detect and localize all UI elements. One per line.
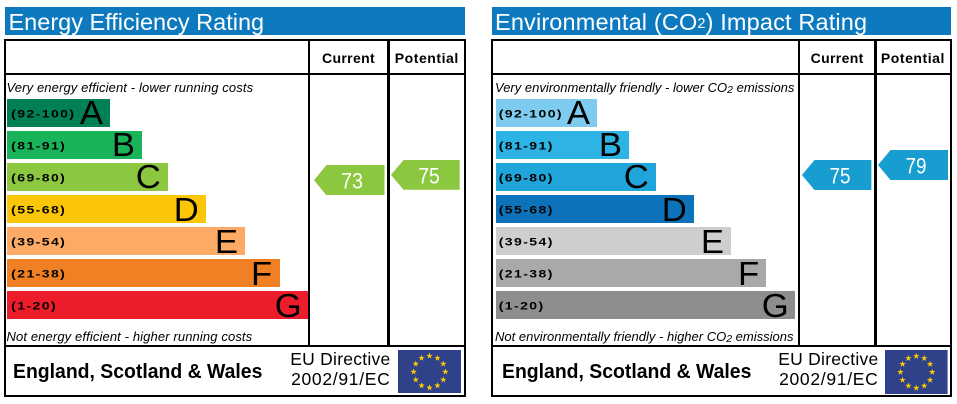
svg-text:75: 75 — [418, 163, 439, 188]
svg-text:73: 73 — [341, 168, 363, 193]
svg-text:79: 79 — [905, 154, 926, 179]
svg-text:75: 75 — [830, 163, 851, 188]
